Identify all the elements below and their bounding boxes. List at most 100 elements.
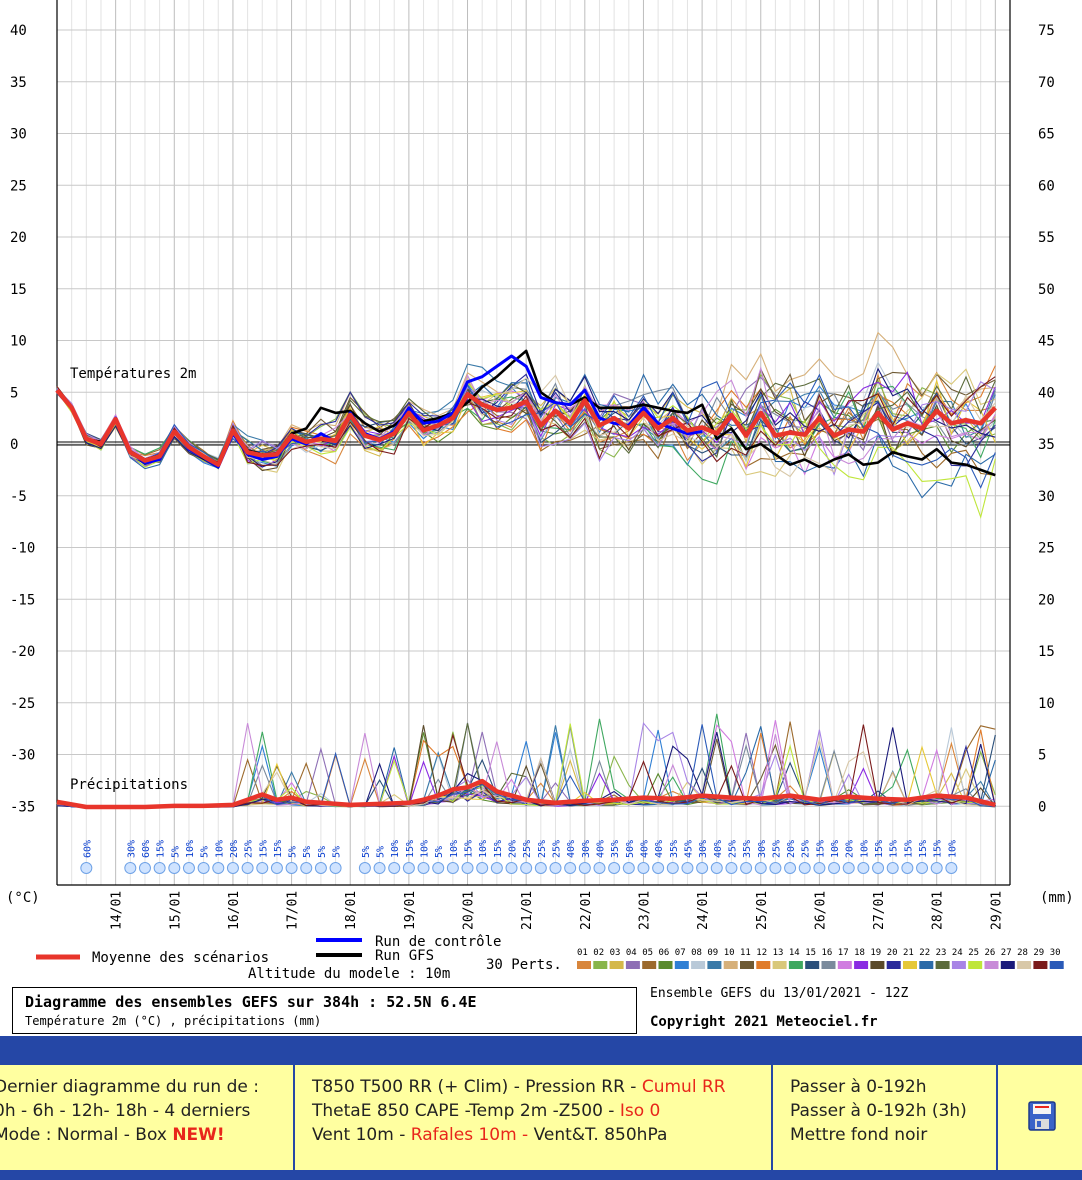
snow-probability-label: 30% <box>581 840 592 858</box>
date-tick-label: 25/01 <box>755 891 770 930</box>
left-tick-label: 10 <box>10 334 27 350</box>
snow-probability-label: 15% <box>273 840 284 858</box>
snow-probability-label: 15% <box>874 840 885 858</box>
snowflake-icon <box>402 862 415 874</box>
left-tick-label: 5 <box>10 385 18 401</box>
right-tick-label: 55 <box>1038 230 1055 246</box>
cumul-rr-link[interactable]: Cumul RR <box>641 1077 726 1097</box>
nav-panel-runs: Dernier diagramme du run de : 0h - 6h - … <box>0 1065 295 1170</box>
params-link-2[interactable]: ThetaE 850 CAPE -Temp 2m -Z500 - <box>312 1101 620 1121</box>
snow-probability-label: 20% <box>845 840 856 858</box>
snow-probability-label: 10% <box>830 840 841 858</box>
snowflake-icon <box>769 862 782 874</box>
right-tick-label: 10 <box>1038 696 1055 712</box>
member-color-swatch <box>1000 961 1015 969</box>
run-hours-links[interactable]: 0h - 6h - 12h- 18h - 4 derniers <box>0 1101 251 1121</box>
right-tick-label: 5 <box>1038 748 1046 764</box>
wind-temp-link[interactable]: Vent&T. 850hPa <box>533 1125 668 1145</box>
snow-probability-label: 5% <box>332 846 343 858</box>
member-color-swatch <box>609 961 624 969</box>
member-number-label: 05 <box>642 948 653 958</box>
snow-probability-label: 25% <box>771 840 782 858</box>
member-color-swatch <box>625 961 640 969</box>
member-color-swatch <box>756 961 771 969</box>
member-number-label: 25 <box>968 948 979 958</box>
member-color-swatch <box>837 961 852 969</box>
snow-probability-label: 35% <box>610 840 621 858</box>
wind-link[interactable]: Vent 10m - <box>312 1125 411 1145</box>
snow-probability-label: 25% <box>244 840 255 858</box>
black-background-link[interactable]: Mettre fond noir <box>790 1125 928 1145</box>
snowflake-icon <box>270 862 283 874</box>
right-tick-label: 30 <box>1038 489 1055 505</box>
snow-probability-label: 40% <box>654 840 665 858</box>
right-tick-label: 65 <box>1038 127 1055 143</box>
member-number-label: 14 <box>789 948 800 958</box>
snowflake-icon <box>534 862 547 874</box>
member-number-label: 06 <box>659 948 670 958</box>
floppy-disk-icon[interactable] <box>1028 1101 1056 1131</box>
left-tick-label: -30 <box>10 748 35 764</box>
member-color-swatch <box>984 961 999 969</box>
snow-probability-label: 10% <box>185 840 196 858</box>
ensemble-chart: 4035302520151050-5-10-15-20-25-30-357570… <box>6 0 1074 982</box>
member-color-swatch <box>951 961 966 969</box>
snowflake-icon <box>945 862 958 874</box>
switch-192h-link[interactable]: Passer à 0-192h <box>790 1077 927 1097</box>
gusts-link[interactable]: Rafales 10m - <box>410 1125 534 1145</box>
snowflake-icon <box>461 862 474 874</box>
legend-gfs-swatch <box>316 953 362 957</box>
mean-precip-line <box>56 778 996 810</box>
member-color-swatch <box>1017 961 1032 969</box>
date-tick-label: 27/01 <box>872 891 887 930</box>
legend-gfs-label: Run GFS <box>375 948 434 964</box>
member-color-swatch <box>723 961 738 969</box>
member-number-label: 02 <box>593 948 604 958</box>
snowflake-icon <box>828 862 841 874</box>
snowflake-icon <box>124 862 137 874</box>
snow-probability-label: 30% <box>757 840 768 858</box>
right-tick-label: 15 <box>1038 644 1055 660</box>
iso0-link[interactable]: Iso 0 <box>619 1101 661 1121</box>
date-tick-label: 28/01 <box>931 891 946 930</box>
last-diagram-link[interactable]: Dernier diagramme du run de : <box>0 1077 259 1097</box>
member-number-label: 20 <box>887 948 898 958</box>
snowflake-icon <box>886 862 899 874</box>
snow-probability-label: 30% <box>698 840 709 858</box>
run-label: Ensemble GEFS du 13/01/2021 - 12Z <box>650 986 909 1001</box>
snowflake-icon <box>358 862 371 874</box>
snow-probability-label: 25% <box>522 840 533 858</box>
snow-probability-label: 20% <box>229 840 240 858</box>
snowflake-icon <box>446 862 459 874</box>
right-tick-label: 60 <box>1038 178 1055 194</box>
member-number-label: 17 <box>838 948 849 958</box>
left-tick-label: -15 <box>10 592 35 608</box>
member-number-label: 08 <box>691 948 702 958</box>
left-unit-label: (°C) <box>6 890 40 906</box>
snow-probability-label: 20% <box>786 840 797 858</box>
legend-perts-label: 30 Perts. <box>486 957 562 973</box>
member-number-label: 10 <box>724 948 735 958</box>
member-color-swatch <box>788 961 803 969</box>
left-tick-label: 15 <box>10 282 27 298</box>
legend-altitude-label: Altitude du modele : 10m <box>248 966 450 982</box>
snow-probability-label: 10% <box>449 840 460 858</box>
snowflake-icon <box>681 862 694 874</box>
snowflake-icon <box>901 862 914 874</box>
left-tick-label: -20 <box>10 644 35 660</box>
snowflake-icon <box>153 862 166 874</box>
title-box: Diagramme des ensembles GEFS sur 384h : … <box>12 987 637 1034</box>
snow-probability-label: 10% <box>214 840 225 858</box>
member-number-label: 27 <box>1001 948 1012 958</box>
snowflake-icon <box>549 862 562 874</box>
params-link-1[interactable]: T850 T500 RR (+ Clim) - Pression RR - <box>312 1077 642 1097</box>
right-tick-label: 45 <box>1038 334 1055 350</box>
date-tick-label: 17/01 <box>286 891 301 930</box>
date-tick-label: 22/01 <box>579 891 594 930</box>
snow-probability-label: 40% <box>639 840 650 858</box>
snowflake-icon <box>740 862 753 874</box>
switch-192h-3h-link[interactable]: Passer à 0-192h (3h) <box>790 1101 967 1121</box>
member-number-label: 29 <box>1033 948 1044 958</box>
mode-link[interactable]: Mode : Normal - Box <box>0 1125 173 1145</box>
left-tick-label: 25 <box>10 178 27 194</box>
